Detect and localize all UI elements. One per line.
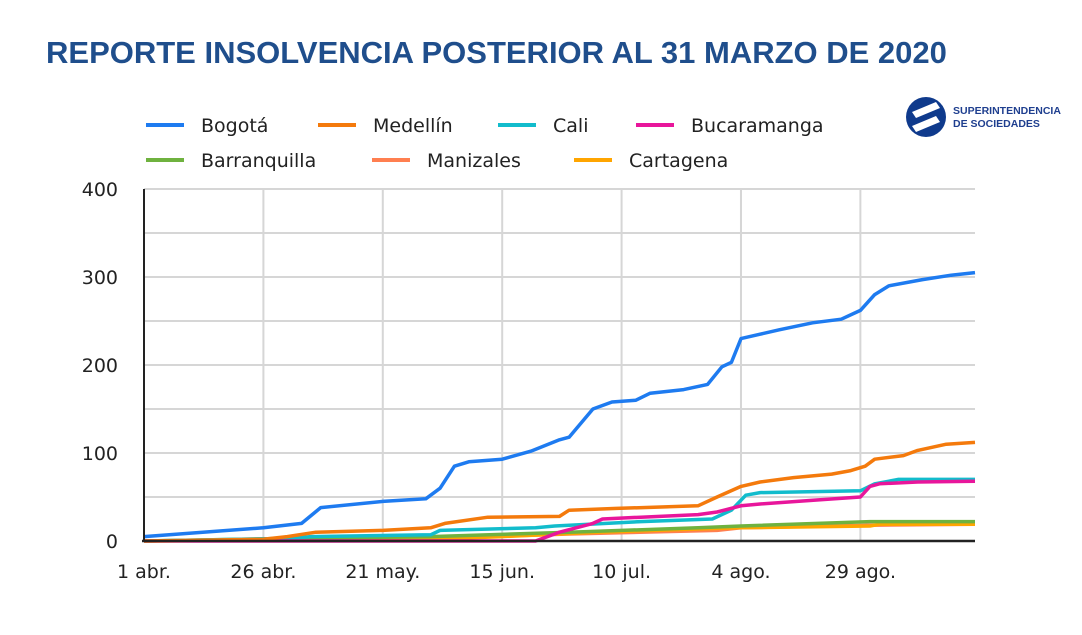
- axes: 1 abr. 26 abr. 21 may. 15 jun. 10 jul. 4 ago.…: [82, 179, 975, 583]
- x-tick-label: 15 jun.: [469, 561, 535, 583]
- series-line-bucaramanga: [144, 479, 976, 543]
- legend-label: Cali: [553, 115, 588, 137]
- logo: SUPERINTENDENCIA DE SOCIEDADES: [906, 97, 1061, 137]
- legend-label: Barranquilla: [201, 150, 316, 172]
- x-tick-label: 1 abr.: [117, 561, 171, 583]
- legend-label: Bucaramanga: [691, 115, 824, 137]
- logo-stripes: [912, 102, 940, 132]
- y-tick-label: 0: [106, 531, 118, 553]
- logo-line1: SUPERINTENDENCIA: [953, 105, 1061, 117]
- grid: [144, 188, 975, 541]
- logo-line2: DE SOCIEDADES: [953, 118, 1040, 130]
- series-lines: [143, 270, 976, 543]
- legend-label: Medellín: [373, 115, 453, 137]
- x-tick-label: 26 abr.: [230, 561, 296, 583]
- logo-emblem-icon: [906, 97, 946, 137]
- y-tick-label: 400: [82, 179, 118, 201]
- chart-title: REPORTE INSOLVENCIA POSTERIOR AL 31 MARZ…: [46, 35, 947, 70]
- y-tick-label: 200: [82, 355, 118, 377]
- x-tick-label: 10 jul.: [592, 561, 651, 583]
- legend-label: Bogotá: [201, 115, 268, 137]
- y-tick-label: 300: [82, 267, 118, 289]
- x-tick-label: 29 ago.: [825, 561, 896, 583]
- legend: Bogotá Medellín Cali Bucaramanga Barranquill…: [146, 115, 824, 172]
- legend-label: Cartagena: [629, 150, 728, 172]
- series-line-bogotá: [143, 270, 976, 539]
- y-tick-label: 100: [82, 443, 118, 465]
- x-tick-label: 4 ago.: [711, 561, 770, 583]
- series-line-medellín: [143, 440, 976, 543]
- legend-label: Manizales: [427, 150, 521, 172]
- x-tick-label: 21 may.: [345, 561, 420, 583]
